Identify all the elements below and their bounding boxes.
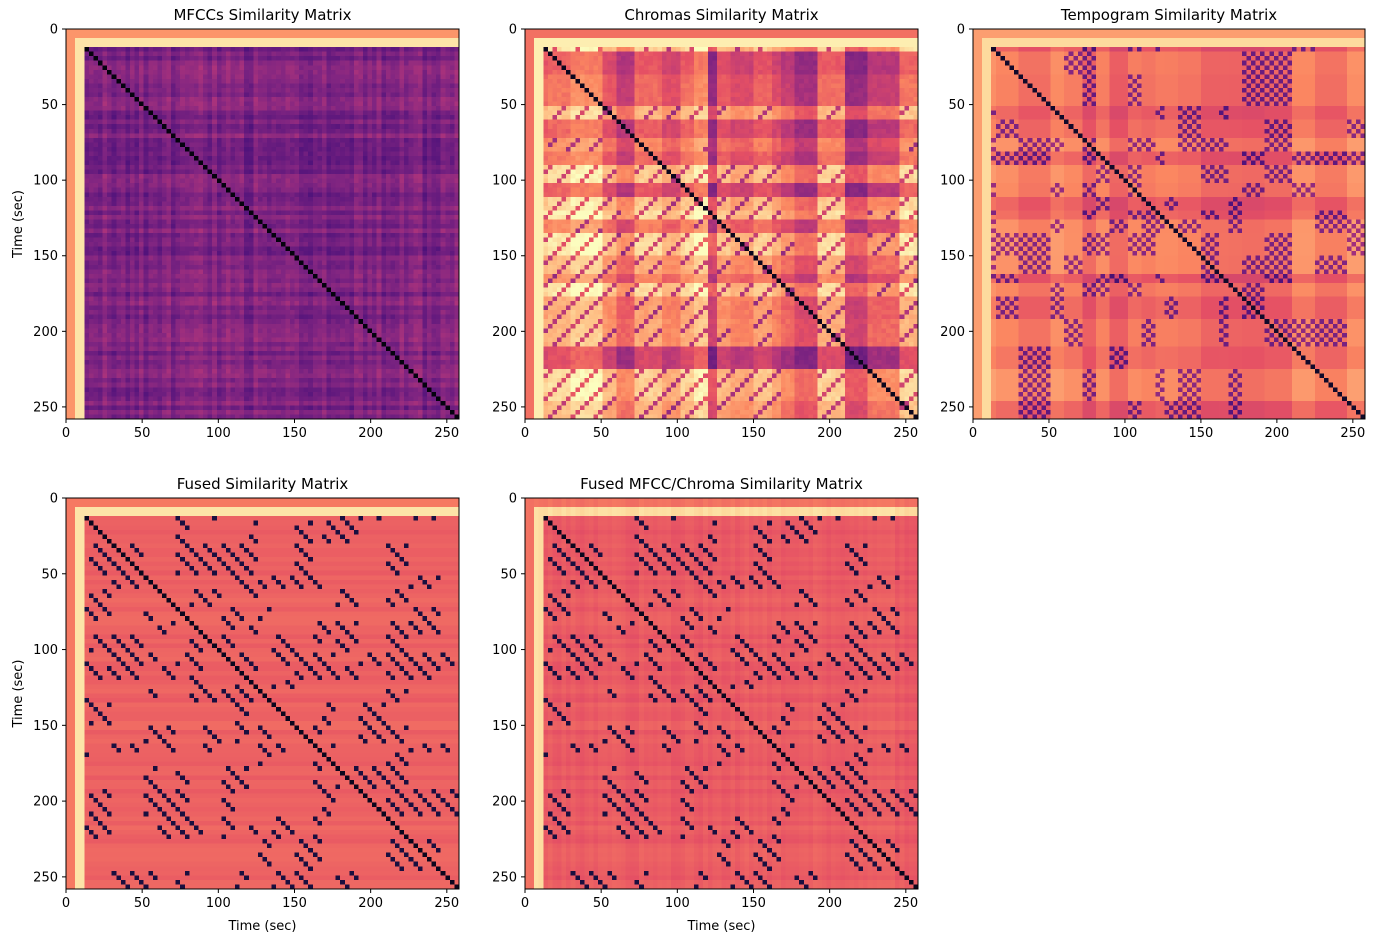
y-tick-label: 150: [492, 249, 517, 264]
x-tick-label: 200: [1264, 426, 1289, 441]
x-tick-label: 50: [593, 896, 610, 911]
x-axis-label: Time (sec): [686, 919, 755, 934]
axes-frame: [65, 497, 460, 890]
x-tick-label: 200: [358, 426, 383, 441]
y-tick-label: 0: [509, 492, 517, 507]
x-tick-label: 0: [521, 896, 529, 911]
y-tick-label: 100: [492, 174, 517, 189]
y-tick-label: 200: [33, 795, 58, 810]
chart-title: Chromas Similarity Matrix: [624, 6, 818, 24]
y-tick-label: 150: [33, 719, 58, 734]
heatmap-tempogram: [973, 29, 1365, 419]
heatmap-mfcc: [66, 29, 459, 419]
x-tick-label: 150: [1188, 426, 1213, 441]
chart-title: MFCCs Similarity Matrix: [173, 6, 351, 24]
y-tick-label: 0: [50, 23, 58, 38]
heatmap-fused-mfcc-chroma: [525, 498, 918, 889]
y-tick-label: 100: [492, 643, 517, 658]
x-tick-label: 100: [1113, 426, 1138, 441]
x-tick-label: 250: [434, 426, 459, 441]
axes-frame: [972, 28, 1366, 420]
x-tick-label: 100: [206, 426, 231, 441]
y-tick-label: 250: [492, 870, 517, 885]
x-tick-label: 250: [434, 896, 459, 911]
y-tick-label: 200: [940, 325, 965, 340]
x-tick-label: 0: [521, 426, 529, 441]
x-tick-label: 200: [817, 426, 842, 441]
x-tick-label: 50: [134, 426, 151, 441]
panel-fused: Fused Similarity Matrix 0 50 100 150 200 250 0 5…: [11, 475, 460, 934]
y-tick-label: 50: [500, 98, 517, 113]
axes-frame: [65, 28, 460, 420]
y-tick-label: 250: [940, 400, 965, 415]
x-tick-label: 0: [62, 426, 70, 441]
y-tick-label: 150: [33, 249, 58, 264]
x-tick-label: 200: [817, 896, 842, 911]
x-tick-label: 0: [969, 426, 977, 441]
panel-chroma: Chromas Similarity Matrix 0 50 100 150 200 250…: [492, 6, 919, 441]
y-tick-label: 50: [500, 567, 517, 582]
x-tick-label: 100: [206, 896, 231, 911]
y-tick-label: 50: [41, 567, 58, 582]
y-tick-label: 200: [492, 795, 517, 810]
x-axis-label: Time (sec): [227, 919, 296, 934]
y-tick-label: 150: [940, 249, 965, 264]
panel-tempogram: Tempogram Similarity Matrix 0 50 100 150 200 2…: [940, 6, 1366, 441]
y-tick-label: 250: [492, 400, 517, 415]
x-tick-label: 50: [134, 896, 151, 911]
x-tick-label: 250: [1340, 426, 1365, 441]
axes-frame: [524, 497, 919, 890]
heatmap-fused: [66, 498, 459, 889]
x-tick-label: 50: [593, 426, 610, 441]
y-tick-label: 100: [33, 643, 58, 658]
y-tick-label: 200: [33, 325, 58, 340]
x-tick-label: 150: [282, 896, 307, 911]
y-axis-label: Time (sec): [11, 190, 26, 259]
x-tick-label: 100: [665, 896, 690, 911]
y-tick-label: 0: [957, 23, 965, 38]
x-tick-label: 250: [893, 426, 918, 441]
y-tick-label: 50: [948, 98, 965, 113]
y-tick-label: 100: [33, 174, 58, 189]
y-tick-label: 200: [492, 325, 517, 340]
y-tick-label: 250: [33, 870, 58, 885]
heatmap-chroma: [525, 29, 918, 419]
x-tick-label: 0: [62, 896, 70, 911]
y-tick-label: 100: [940, 174, 965, 189]
chart-title: Fused MFCC/Chroma Similarity Matrix: [580, 475, 863, 493]
y-tick-label: 50: [41, 98, 58, 113]
y-tick-label: 250: [33, 400, 58, 415]
axes-frame: [524, 28, 919, 420]
x-tick-label: 150: [741, 426, 766, 441]
x-tick-label: 100: [665, 426, 690, 441]
x-tick-label: 150: [741, 896, 766, 911]
panel-mfcc: MFCCs Similarity Matrix 0 50 100 150 200 250 0 5…: [11, 6, 460, 441]
x-tick-label: 200: [358, 896, 383, 911]
y-tick-label: 150: [492, 719, 517, 734]
panel-fused-mfcc-chroma: Fused MFCC/Chroma Similarity Matrix 0 50 10…: [492, 475, 919, 934]
x-tick-label: 150: [282, 426, 307, 441]
chart-title: Tempogram Similarity Matrix: [1060, 6, 1277, 24]
chart-title: Fused Similarity Matrix: [177, 475, 349, 493]
y-tick-label: 0: [50, 492, 58, 507]
x-tick-label: 250: [893, 896, 918, 911]
y-axis-label: Time (sec): [11, 659, 26, 728]
y-tick-label: 0: [509, 23, 517, 38]
x-tick-label: 50: [1041, 426, 1058, 441]
